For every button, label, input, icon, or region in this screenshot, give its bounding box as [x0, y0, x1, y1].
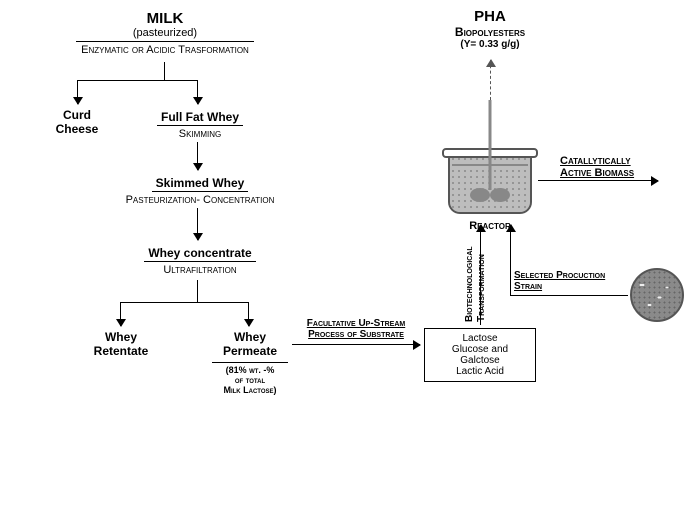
milk-block: MILK (pasteurized) Enzymatic or Acidic T… [70, 10, 260, 56]
arrow [197, 208, 198, 240]
arrow [538, 180, 658, 181]
wp-note2: of total [210, 375, 290, 385]
whey-permeate: Whey Permeate (81% wt. -% of total Milk … [210, 330, 290, 395]
upstream-label: Facultative Up-Stream Process of Substra… [292, 318, 420, 340]
pha-title: PHA [420, 8, 560, 25]
whey-retentate: Whey Retentate [85, 330, 157, 358]
wp-note3: Milk Lactose) [210, 385, 290, 395]
sw-process: Pasteurization- Concentration [110, 194, 290, 206]
sugars-l3: Lactic Acid [431, 366, 529, 377]
arrow [197, 80, 198, 104]
arrow [510, 225, 511, 295]
ffw-process: Skimming [140, 128, 260, 140]
reactor-icon [448, 150, 532, 214]
whey-concentrate: Whey concentrate Ultrafiltration [130, 244, 270, 276]
pha-yield: (Y= 0.33 g/g) [420, 39, 560, 50]
connector [164, 62, 165, 80]
ffw-title: Full Fat Whey [157, 110, 243, 126]
arrow [120, 302, 121, 326]
pha-block: PHA Biopolyesters (Y= 0.33 g/g) [420, 8, 560, 50]
biomass-label: Catallytically Active Biomass [560, 155, 680, 179]
sw-title: Skimmed Whey [152, 176, 249, 192]
arrow [197, 142, 198, 170]
full-fat-whey: Full Fat Whey Skimming [140, 108, 260, 140]
connector [120, 302, 248, 303]
connector [77, 80, 197, 81]
strain-icon [630, 268, 684, 322]
wc-process: Ultrafiltration [130, 264, 270, 276]
reactor-label: Reactor [450, 220, 530, 232]
milk-sub: (pasteurized) [70, 27, 260, 39]
wp-note1: (81% wt. -% [210, 365, 290, 375]
biotech-l2: Transformation [476, 254, 487, 322]
arrow [77, 80, 78, 104]
connector [510, 295, 628, 296]
arrow-dashed [490, 60, 491, 100]
connector [197, 280, 198, 302]
wc-title: Whey concentrate [144, 246, 255, 262]
wp-title: Whey Permeate [210, 330, 290, 358]
skimmed-whey: Skimmed Whey Pasteurization- Concentrati… [110, 174, 290, 206]
milk-process: Enzymatic or Acidic Trasformation [70, 44, 260, 56]
sugars-l2: Glucose and Galctose [431, 344, 529, 366]
pha-sub: Biopolyesters [420, 25, 560, 39]
sugars-l1: Lactose [431, 333, 529, 344]
strain-label: Selected Procuction Strain [514, 270, 630, 292]
biotech-l1: Biotechnological [464, 246, 475, 322]
arrow [248, 302, 249, 326]
curd-cheese: Curd Cheese [45, 108, 109, 136]
sugars-box: Lactose Glucose and Galctose Lactic Acid [424, 328, 536, 382]
milk-title: MILK [70, 10, 260, 27]
arrow [292, 344, 420, 345]
